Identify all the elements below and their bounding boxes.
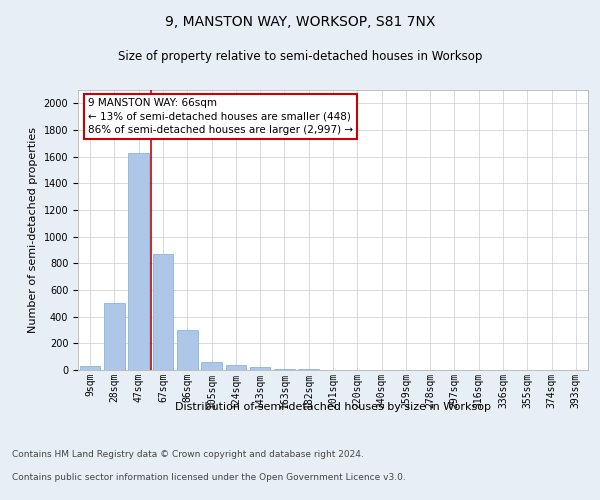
Bar [80,366,100,370]
Bar [152,254,173,370]
Text: Contains HM Land Registry data © Crown copyright and database right 2024.: Contains HM Land Registry data © Crown c… [12,450,364,459]
Bar [226,366,246,370]
Bar [250,368,271,370]
Text: 9, MANSTON WAY, WORKSOP, S81 7NX: 9, MANSTON WAY, WORKSOP, S81 7NX [165,15,435,29]
Bar [177,330,197,370]
Text: 9 MANSTON WAY: 66sqm
← 13% of semi-detached houses are smaller (448)
86% of semi: 9 MANSTON WAY: 66sqm ← 13% of semi-detac… [88,98,353,135]
Bar [201,362,222,370]
Text: Distribution of semi-detached houses by size in Worksop: Distribution of semi-detached houses by … [175,402,491,412]
Y-axis label: Number of semi-detached properties: Number of semi-detached properties [28,127,38,333]
Bar [274,368,295,370]
Bar [104,304,125,370]
Text: Size of property relative to semi-detached houses in Worksop: Size of property relative to semi-detach… [118,50,482,63]
Bar [128,152,149,370]
Text: Contains public sector information licensed under the Open Government Licence v3: Contains public sector information licen… [12,472,406,482]
